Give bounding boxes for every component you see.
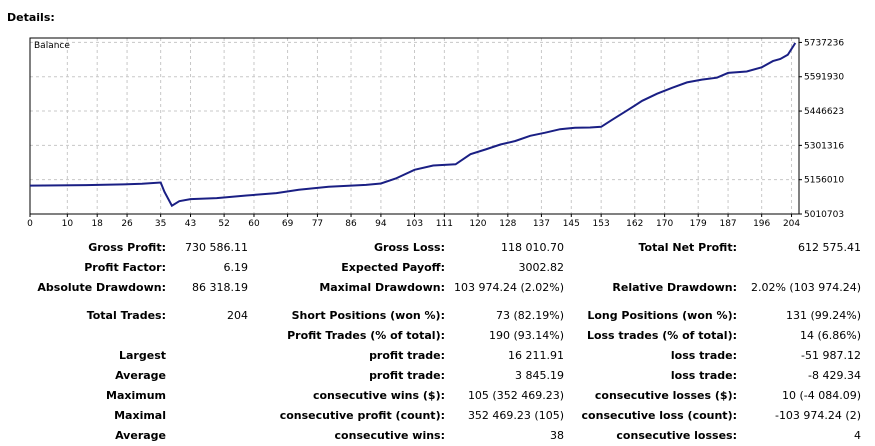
y-tick-label: 5446623 <box>804 107 844 117</box>
stat-label: Profit Trades (% of total): <box>287 329 445 342</box>
stat-value: 38 <box>550 429 564 442</box>
x-tick-label: 128 <box>499 219 516 229</box>
x-tick-label: 162 <box>626 219 643 229</box>
balance-series-line <box>29 42 797 208</box>
x-tick-label: 52 <box>218 219 229 229</box>
stat-value: 3 845.19 <box>515 369 564 382</box>
stat-value: -103 974.24 (2) <box>774 409 861 422</box>
x-tick-label: 111 <box>436 219 453 229</box>
stat-label: consecutive profit (count): <box>279 409 445 422</box>
stat-value: 73 (82.19%) <box>495 309 564 322</box>
stat-label: Profit Factor: <box>84 261 166 274</box>
stat-value: 105 (352 469.23) <box>467 389 564 402</box>
stat-value: 190 (93.14%) <box>488 329 564 342</box>
x-tick-label: 204 <box>783 219 800 229</box>
stat-label: Maximal <box>114 409 166 422</box>
x-tick-label: 153 <box>593 219 610 229</box>
x-tick-label: 179 <box>690 219 707 229</box>
stat-label: consecutive losses: <box>616 429 737 442</box>
stat-label: Total Trades: <box>86 309 166 322</box>
stat-value: -51 987.12 <box>801 349 861 362</box>
x-tick-label: 43 <box>185 219 196 229</box>
y-tick-label: 5737236 <box>804 38 844 48</box>
stat-value: 86 318.19 <box>192 281 248 294</box>
x-tick-label: 18 <box>91 219 103 229</box>
stat-label: loss trade: <box>670 349 737 362</box>
x-tick-label: 60 <box>248 219 260 229</box>
y-tick-label: 5591930 <box>804 73 844 83</box>
stat-value: 103 974.24 (2.02%) <box>453 281 564 294</box>
stat-value: 118 010.70 <box>501 241 564 254</box>
stat-value: 3002.82 <box>518 261 565 274</box>
stat-value: -8 429.34 <box>808 369 861 382</box>
stat-label: Gross Loss: <box>374 241 445 254</box>
stat-value: 204 <box>227 309 248 322</box>
stat-value: 131 (99.24%) <box>785 309 861 322</box>
details-heading: Details: <box>7 11 55 24</box>
x-tick-label: 187 <box>719 219 736 229</box>
stat-label: Absolute Drawdown: <box>37 281 166 294</box>
stat-label: Average <box>115 429 166 442</box>
chart-legend: Balance <box>34 41 70 51</box>
stat-label: profit trade: <box>369 369 445 382</box>
stat-label: Maximal Drawdown: <box>319 281 445 294</box>
x-tick-label: 26 <box>121 219 133 229</box>
stat-label: Long Positions (won %): <box>587 309 737 322</box>
stat-value: 352 469.23 (105) <box>467 409 564 422</box>
stat-label: Largest <box>119 349 166 362</box>
x-tick-label: 86 <box>345 219 357 229</box>
x-tick-label: 94 <box>375 219 387 229</box>
x-tick-label: 170 <box>656 219 673 229</box>
stat-value: 730 586.11 <box>185 241 248 254</box>
stat-label: profit trade: <box>369 349 445 362</box>
x-tick-label: 10 <box>62 219 74 229</box>
stat-label: Average <box>115 369 166 382</box>
stat-label: Maximum <box>106 389 166 402</box>
stat-label: consecutive losses ($): <box>594 389 737 402</box>
x-tick-label: 69 <box>282 219 294 229</box>
stat-label: loss trade: <box>670 369 737 382</box>
x-tick-label: 35 <box>155 219 166 229</box>
stat-value: 6.19 <box>223 261 249 274</box>
stat-value: 10 (-4 084.09) <box>781 389 861 402</box>
stat-label: Relative Drawdown: <box>612 281 737 294</box>
balance-chart: Balance 0 10 18 26 35 43 52 60 69 77 86 94 103 111 120… <box>27 37 844 229</box>
stat-label: Total Net Profit: <box>638 241 738 254</box>
stat-value: 2.02% (103 974.24) <box>750 281 861 294</box>
stat-value: 612 575.41 <box>798 241 861 254</box>
stat-value: 4 <box>854 429 861 442</box>
x-tick-label: 137 <box>533 219 550 229</box>
x-tick-label: 0 <box>27 219 33 229</box>
stat-value: 14 (6.86%) <box>799 329 861 342</box>
stat-label: consecutive wins: <box>334 429 445 442</box>
x-tick-label: 77 <box>312 219 323 229</box>
stat-label: Gross Profit: <box>88 241 166 254</box>
stat-label: consecutive wins ($): <box>312 389 445 402</box>
x-tick-label: 103 <box>406 219 423 229</box>
y-tick-label: 5156010 <box>804 176 844 186</box>
x-tick-label: 145 <box>563 219 580 229</box>
y-tick-label: 5301316 <box>804 141 844 151</box>
x-tick-label: 196 <box>753 219 770 229</box>
stat-label: Short Positions (won %): <box>291 309 445 322</box>
stat-label: Expected Payoff: <box>341 261 445 274</box>
y-tick-label: 5010703 <box>804 210 844 220</box>
x-tick-label: 120 <box>469 219 486 229</box>
stat-value: 16 211.91 <box>508 349 564 362</box>
stat-label: consecutive loss (count): <box>581 409 737 422</box>
stat-label: Loss trades (% of total): <box>586 329 737 342</box>
